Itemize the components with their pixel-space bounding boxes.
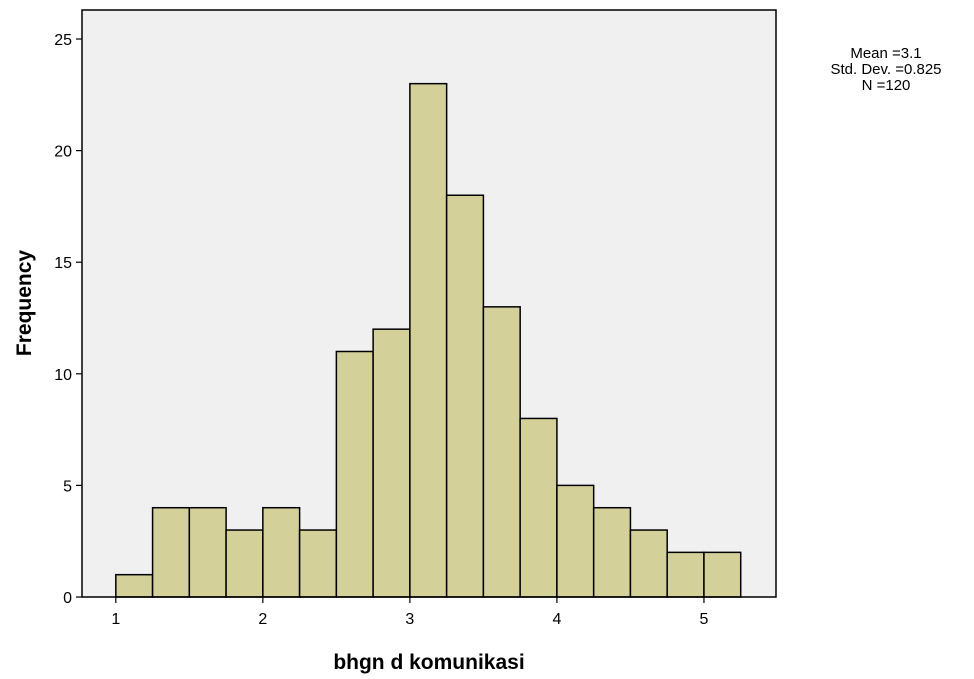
- histogram-bar: [335, 350, 374, 598]
- y-axis-label: Frequency: [13, 250, 36, 357]
- histogram-bar: [482, 306, 521, 598]
- stats-box: Mean =3.1 Std. Dev. =0.825 N =120: [820, 46, 952, 94]
- y-tick-label: 0: [63, 590, 72, 607]
- y-tick-label: 15: [54, 255, 72, 272]
- histogram-bar: [409, 82, 448, 598]
- histogram-bar: [188, 506, 227, 598]
- histogram-bar: [703, 551, 742, 598]
- x-tick-label: 3: [405, 611, 414, 628]
- x-tick-label: 4: [552, 611, 561, 628]
- histogram-bar: [666, 551, 705, 598]
- x-tick-label: 2: [258, 611, 267, 628]
- y-tick-label: 25: [54, 32, 72, 49]
- mean-stat: Mean =3.1: [850, 45, 922, 62]
- histogram-bar: [445, 194, 485, 598]
- x-tick-label: 1: [111, 611, 120, 628]
- histogram-bar: [519, 417, 558, 598]
- y-tick-label: 20: [54, 144, 72, 161]
- y-tick-label: 5: [63, 478, 72, 495]
- histogram-bar: [151, 506, 191, 598]
- histogram-bar: [298, 529, 338, 598]
- x-axis-label: bhgn d komunikasi: [333, 651, 524, 674]
- histogram-bar: [262, 506, 301, 598]
- histogram-bar: [115, 573, 154, 598]
- histogram-bar: [556, 484, 595, 598]
- x-tick-label: 5: [700, 611, 709, 628]
- histogram-bar: [592, 506, 632, 598]
- plot-frame: [81, 9, 777, 598]
- n-stat: N =120: [861, 77, 911, 94]
- histogram-bar: [629, 529, 668, 598]
- y-tick-label: 10: [54, 367, 72, 384]
- histogram-bar: [372, 328, 411, 598]
- histogram-bar: [225, 529, 264, 598]
- std-dev-stat: Std. Dev. =0.825: [830, 61, 942, 78]
